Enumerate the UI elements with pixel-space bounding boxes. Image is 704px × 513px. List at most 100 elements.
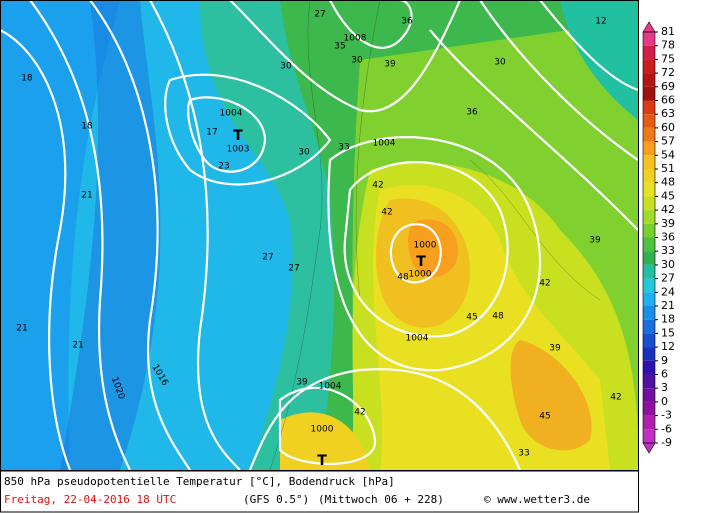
map-label: 30 — [494, 58, 506, 68]
colorbar-label: 12 — [661, 340, 675, 353]
map-label: 1000 — [409, 270, 432, 280]
colorbar-band — [643, 86, 655, 101]
colorbar-band — [643, 401, 655, 416]
caption-run: (Mittwoch 06 + 228) — [318, 493, 444, 506]
map-label: 1008 — [344, 34, 367, 44]
map-label: 48 — [492, 312, 504, 322]
map: 27 36 1008 35 30 39 30 12 18 18 1004 T 1… — [0, 0, 638, 470]
map-label: 1000 — [311, 425, 334, 435]
colorbar-band — [643, 169, 655, 183]
caption-credit: © www.wetter3.de — [484, 493, 590, 506]
colorbar-label: 0 — [661, 395, 668, 408]
colorbar-label: 9 — [661, 354, 668, 367]
map-label: 45 — [466, 313, 477, 323]
colorbar-band — [643, 73, 655, 87]
colorbar-label: 21 — [661, 299, 675, 312]
colorbar-top-arrow — [642, 21, 656, 33]
colorbar-label: 6 — [661, 368, 668, 381]
map-label: 39 — [589, 236, 601, 246]
map-label: 18 — [21, 74, 33, 84]
colorbar-label: 51 — [661, 162, 675, 175]
caption-model: (GFS 0.5°) — [243, 493, 309, 506]
caption-title: 850 hPa pseudopotentielle Temperatur [°C… — [4, 475, 395, 488]
map-label: 18 — [81, 122, 93, 132]
colorbar-label: 27 — [661, 272, 675, 285]
map-label: 35 — [334, 42, 345, 52]
colorbar-label: -3 — [661, 409, 672, 422]
map-label: 21 — [72, 341, 83, 351]
colorbar-label: 66 — [661, 94, 675, 107]
map-label: 42 — [372, 181, 383, 191]
colorbar-label: -6 — [661, 422, 672, 435]
colorbar-label: 33 — [661, 244, 675, 257]
colorbar-label: 42 — [661, 203, 675, 216]
map-label: 48 — [397, 273, 409, 283]
map-label: 1004 — [220, 109, 243, 119]
map-label: 39 — [384, 60, 396, 70]
colorbar-label: 39 — [661, 217, 675, 230]
colorbar-band — [643, 32, 655, 46]
map-label: 36 — [466, 108, 478, 118]
colorbar-bottom-arrow — [642, 442, 656, 454]
colorbar-label: 24 — [661, 285, 675, 298]
colorbar-band — [643, 319, 655, 334]
colorbar-band — [643, 210, 655, 224]
colorbar-label: 60 — [661, 121, 675, 134]
map-label: 23 — [218, 162, 229, 172]
map-label: 42 — [610, 393, 621, 403]
map-label: 17 — [206, 128, 217, 138]
colorbar-band — [643, 141, 655, 156]
caption-date: Freitag, 22-04-2016 18 UTC — [4, 493, 176, 506]
colorbar-band — [643, 223, 655, 238]
colorbar-label: -9 — [661, 436, 672, 449]
colorbar-label: 75 — [661, 52, 675, 65]
map-label: 30 — [280, 62, 292, 72]
colorbar-band — [643, 127, 655, 142]
colorbar-band — [643, 45, 655, 60]
colorbar-label: 63 — [661, 107, 675, 120]
colorbar-band — [643, 292, 655, 306]
colorbar-band — [643, 388, 655, 402]
map-label: 33 — [518, 449, 529, 459]
colorbar-band — [643, 59, 655, 74]
map-label: 27 — [262, 253, 273, 263]
map-label: 27 — [288, 264, 299, 274]
map-label: 27 — [314, 10, 325, 20]
colorbar-band — [643, 155, 655, 169]
colorbar-label: 57 — [661, 135, 675, 148]
map-label: 21 — [16, 324, 27, 334]
colorbar-band — [643, 237, 655, 252]
colorbar-band — [643, 347, 655, 361]
map-label: 1003 — [227, 145, 250, 155]
colorbar-band — [643, 264, 655, 279]
map-label: 42 — [539, 279, 550, 289]
colorbar-band — [643, 429, 655, 443]
colorbar-label: 78 — [661, 39, 675, 52]
colorbar: 8178757269666360575451484542393633302724… — [642, 21, 675, 454]
low-marker: T — [233, 128, 243, 144]
colorbar-band — [643, 374, 655, 389]
colorbar-label: 48 — [661, 176, 675, 189]
colorbar-label: 54 — [661, 148, 675, 161]
map-label: 39 — [296, 378, 308, 388]
map-label: 33 — [338, 143, 349, 153]
colorbar-label: 18 — [661, 313, 675, 326]
colorbar-label: 45 — [661, 189, 675, 202]
map-label: 45 — [539, 412, 550, 422]
low-marker: T — [317, 453, 327, 469]
colorbar-label: 15 — [661, 326, 675, 339]
colorbar-band — [643, 196, 655, 211]
colorbar-label: 36 — [661, 231, 675, 244]
colorbar-label: 69 — [661, 80, 675, 93]
colorbar-band — [643, 114, 655, 128]
colorbar-label: 72 — [661, 66, 675, 79]
colorbar-band — [643, 182, 655, 197]
map-label: 36 — [401, 17, 413, 27]
colorbar-band — [643, 306, 655, 320]
map-label: 12 — [595, 17, 606, 27]
map-label: 30 — [351, 56, 363, 66]
map-label: 42 — [354, 408, 365, 418]
map-label: 1004 — [373, 139, 396, 149]
map-label: 30 — [298, 148, 310, 158]
